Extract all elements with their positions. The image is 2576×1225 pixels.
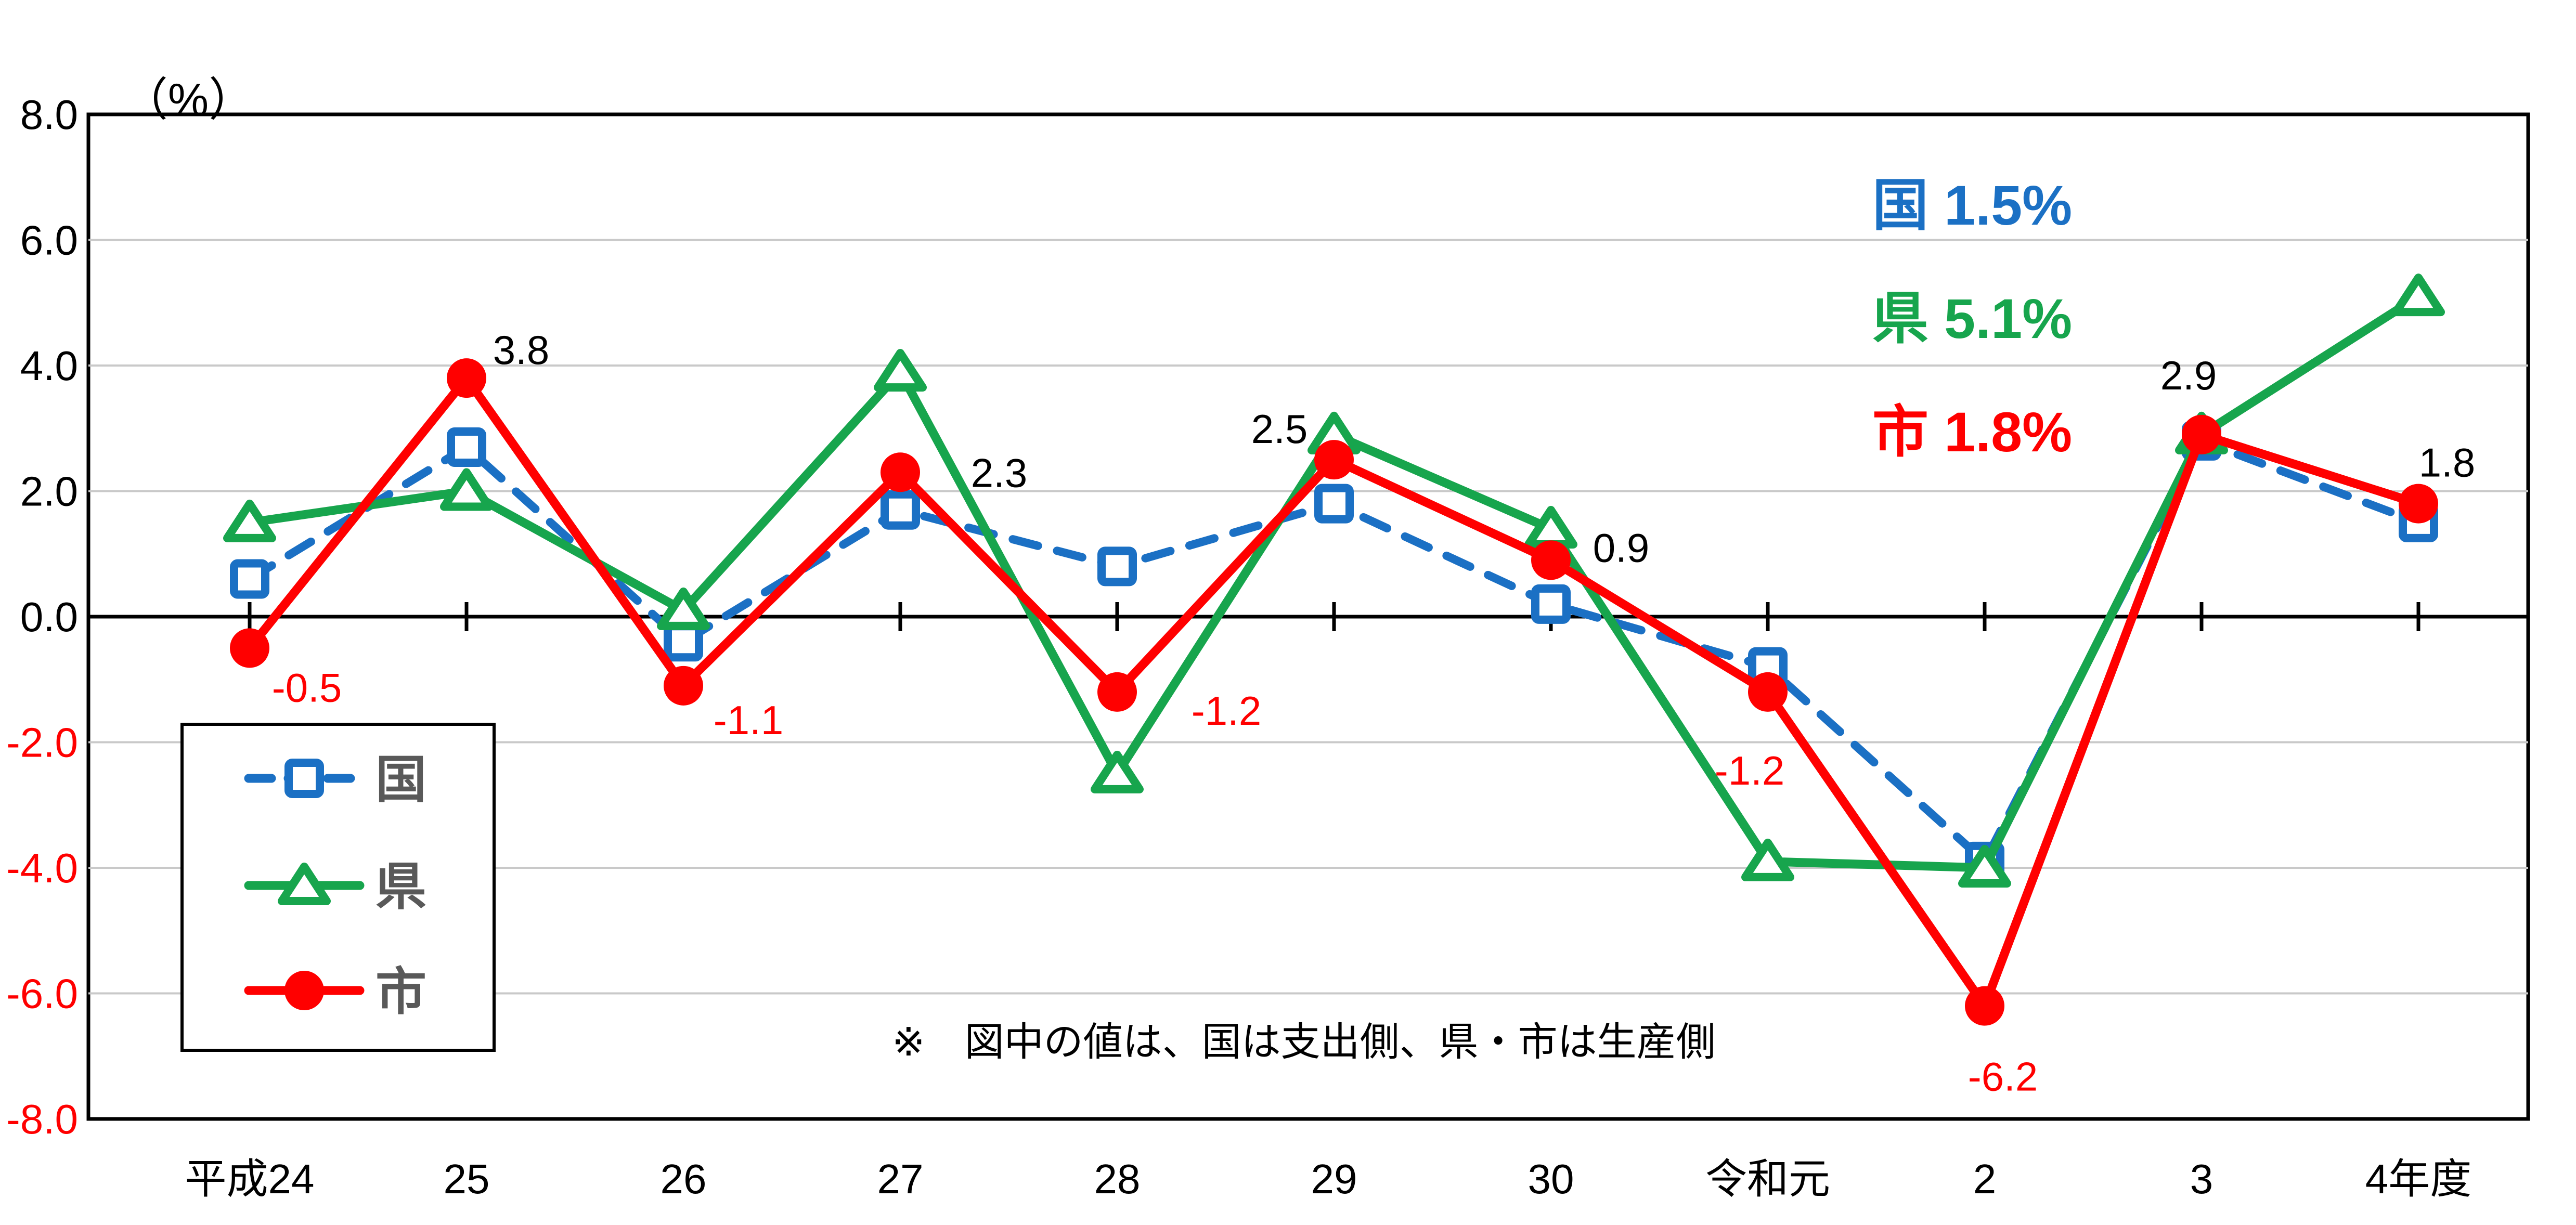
series-marker-circle — [1314, 440, 1354, 480]
series-marker-square — [230, 559, 269, 599]
series-marker-square — [664, 622, 703, 662]
y-axis-tick-label: 0.0 — [20, 594, 78, 640]
x-axis-label: 平成24 — [185, 1156, 315, 1202]
latest-value-annotation: 市 1.8% — [1872, 400, 2072, 463]
data-label: 1.8 — [2419, 440, 2475, 486]
series-marker-triangle — [1741, 838, 1794, 881]
series-marker-triangle — [657, 587, 710, 630]
series-marker-triangle — [2392, 273, 2445, 317]
data-label: -1.2 — [1715, 748, 1784, 793]
y-axis-unit-label: （%） — [122, 74, 254, 125]
series-marker-circle — [1748, 672, 1788, 712]
y-axis-tick-label: -4.0 — [6, 845, 78, 891]
series-marker-triangle — [874, 349, 927, 392]
series-marker-triangle — [278, 863, 331, 905]
x-axis-label: 4年度 — [2365, 1156, 2472, 1202]
series-marker-circle — [2399, 484, 2438, 524]
y-axis-tick-label: 2.0 — [20, 468, 78, 515]
series-marker-circle — [1965, 986, 2004, 1026]
series-marker-square — [1314, 484, 1354, 524]
x-axis-label: 2 — [1973, 1156, 1997, 1202]
data-label: -1.2 — [1192, 688, 1261, 734]
series-marker-triangle — [1958, 845, 2011, 888]
y-axis-tick-label: -8.0 — [6, 1096, 78, 1142]
data-label: 0.9 — [1593, 525, 1649, 570]
series-marker-triangle — [1091, 750, 1144, 793]
series-marker-square — [881, 490, 920, 530]
series-marker-square — [447, 427, 486, 467]
y-axis-tick-label: -6.0 — [6, 971, 78, 1017]
x-axis-label: 3 — [2190, 1156, 2213, 1202]
series-marker-square — [1097, 546, 1137, 587]
x-axis-label: 令和元 — [1705, 1156, 1830, 1202]
series-marker-circle — [881, 452, 920, 492]
data-label: -1.1 — [714, 697, 783, 743]
latest-value-annotation: 国 1.5% — [1872, 174, 2072, 237]
series-marker-square — [284, 759, 324, 798]
data-label: -0.5 — [272, 664, 342, 710]
y-axis-tick-label: 4.0 — [20, 343, 78, 389]
series-marker-triangle — [440, 468, 493, 511]
series-marker-square — [1531, 584, 1571, 624]
chart-footnote: ※ 図中の値は、国は支出側、県・市は生産側 — [892, 1020, 1716, 1064]
series-marker-circle — [1097, 672, 1137, 712]
latest-value-annotation: 県 5.1% — [1872, 287, 2072, 350]
legend-label: 市 — [376, 963, 426, 1020]
series-marker-circle — [284, 971, 324, 1010]
series-marker-circle — [1531, 540, 1571, 580]
x-axis-label: 30 — [1528, 1156, 1574, 1202]
series-marker-circle — [664, 666, 703, 706]
series-marker-circle — [447, 358, 486, 398]
x-axis-label: 26 — [661, 1156, 707, 1202]
x-axis-label: 28 — [1094, 1156, 1141, 1202]
data-label: 2.5 — [1251, 406, 1308, 452]
legend-label: 国 — [376, 751, 426, 808]
series-marker-circle — [230, 628, 269, 668]
data-label: 2.9 — [2160, 353, 2217, 398]
y-axis-tick-label: 6.0 — [20, 217, 78, 264]
x-axis-label: 27 — [877, 1156, 924, 1202]
series-marker-triangle — [223, 499, 276, 542]
data-label: 3.8 — [493, 327, 549, 373]
series-marker-circle — [2182, 414, 2221, 454]
y-axis-tick-label: 8.0 — [20, 92, 78, 138]
legend-label: 県 — [376, 858, 426, 915]
y-axis-tick-label: -2.0 — [6, 720, 78, 766]
data-label: -6.2 — [1968, 1054, 2038, 1100]
data-label: 2.3 — [971, 450, 1027, 496]
x-axis-label: 29 — [1311, 1156, 1357, 1202]
x-axis-label: 25 — [444, 1156, 490, 1202]
